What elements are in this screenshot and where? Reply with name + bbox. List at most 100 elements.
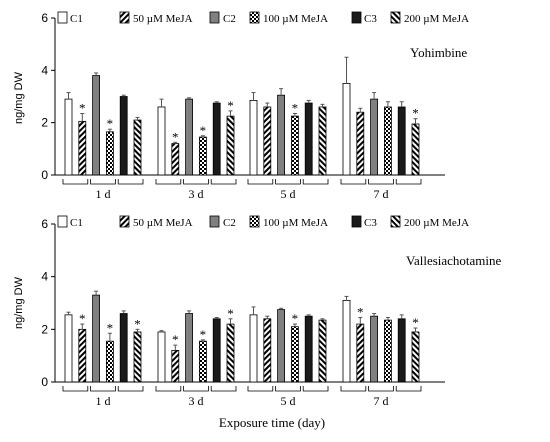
group-bracket [183, 179, 209, 185]
legend-swatch [57, 11, 68, 24]
group-bracket [340, 386, 367, 392]
significance-star: * [107, 116, 114, 131]
legend-label: 200 µM MeJA [404, 217, 469, 229]
legend-swatch [351, 11, 362, 24]
significance-star: * [200, 327, 207, 342]
bar [318, 319, 327, 383]
x-tick-label: 5 d [281, 187, 296, 201]
group-bracket [395, 179, 422, 185]
group-bracket [275, 386, 301, 392]
legend-label: C1 [70, 217, 83, 229]
bar [106, 340, 114, 383]
y-tick-label: 6 [41, 11, 48, 25]
x-tick-label: 3 d [189, 394, 204, 408]
significance-star: * [357, 304, 364, 319]
bar [64, 314, 73, 383]
bar [212, 102, 221, 176]
bar [64, 98, 73, 176]
bar [171, 143, 180, 176]
bar [290, 115, 299, 176]
x-axis-label: Exposure time (day) [219, 415, 325, 430]
chart-panel-yohimbine: Yohimbine ng/mg DW C1 50 µM MeJA C2 100 µM … [13, 11, 469, 201]
bar [119, 313, 128, 383]
bar [185, 98, 194, 176]
bar [277, 309, 286, 383]
bar [383, 319, 392, 383]
group-bracket [210, 386, 237, 392]
bar [304, 315, 313, 383]
legend-label: 200 µM MeJA [404, 13, 469, 25]
y-tick-label: 4 [41, 270, 48, 284]
legend-label: 100 µM MeJA [263, 217, 328, 229]
group-bracket [62, 386, 89, 392]
bar [370, 315, 379, 383]
y-tick-label: 4 [41, 63, 48, 77]
bar [249, 100, 258, 176]
bar [226, 115, 235, 176]
group-bracket [275, 179, 301, 185]
legend-label: 50 µM MeJA [133, 13, 193, 25]
bar [263, 318, 272, 383]
legend-label: C2 [223, 13, 236, 25]
y-tick-label: 0 [41, 375, 48, 389]
bar [356, 323, 365, 383]
bar [198, 136, 207, 176]
group-bracket [90, 386, 116, 392]
group-bracket [302, 386, 329, 392]
legend-swatch [57, 215, 68, 228]
bar [342, 83, 351, 176]
y-axis-label: ng/mg DW [13, 276, 25, 329]
bar [411, 123, 420, 176]
y-tick-label: 2 [41, 116, 48, 130]
plot-area: 0 2 4 6 * * * 1 d * * * 3 d * 5 d * * 7 d [41, 217, 445, 408]
bar [185, 313, 194, 383]
group-bracket [368, 179, 394, 185]
y-tick-label: 2 [41, 322, 48, 336]
legend-label: C1 [70, 13, 83, 25]
legend-label: 50 µM MeJA [133, 217, 193, 229]
group-bracket [117, 179, 144, 185]
group-bracket [395, 386, 422, 392]
legend-swatch [249, 11, 260, 24]
significance-star: * [227, 98, 234, 113]
x-tick-label: 1 d [96, 187, 111, 201]
group-bracket [247, 386, 274, 392]
bar [119, 96, 128, 176]
bar [157, 106, 166, 176]
legend-label: C2 [223, 217, 236, 229]
bar [226, 323, 235, 383]
bar [370, 98, 379, 176]
significance-star: * [292, 101, 299, 116]
group-bracket [90, 179, 116, 185]
group-bracket [368, 386, 394, 392]
x-tick-label: 3 d [189, 187, 204, 201]
legend-swatch [390, 215, 401, 228]
legend-swatch [249, 215, 260, 228]
bar [133, 119, 142, 176]
bar [171, 349, 180, 383]
bar [383, 106, 392, 176]
legend-label: 100 µM MeJA [263, 13, 328, 25]
bar [304, 102, 313, 176]
group-bracket [183, 386, 209, 392]
legend-swatch [351, 215, 362, 228]
legend-label: C3 [364, 13, 377, 25]
significance-star: * [412, 106, 419, 121]
significance-star: * [200, 123, 207, 138]
significance-star: * [107, 320, 114, 335]
chart-panel-vallesiachotamine: Vallesiachotamine ng/mg DW C1 50 µM MeJA C… [13, 215, 502, 430]
bar [92, 75, 100, 176]
group-bracket [155, 386, 182, 392]
bar [342, 299, 351, 383]
bar [249, 314, 258, 383]
group-bracket [62, 179, 89, 185]
x-tick-label: 7 d [374, 394, 389, 408]
bar [78, 328, 87, 383]
group-bracket [340, 179, 367, 185]
significance-star: * [172, 332, 179, 347]
bar [411, 331, 420, 383]
significance-star: * [134, 316, 141, 331]
plot-area: 0 2 4 6 * * 1 d * * * 3 d * 5 d * 7 d [41, 11, 445, 201]
bar [133, 331, 142, 383]
